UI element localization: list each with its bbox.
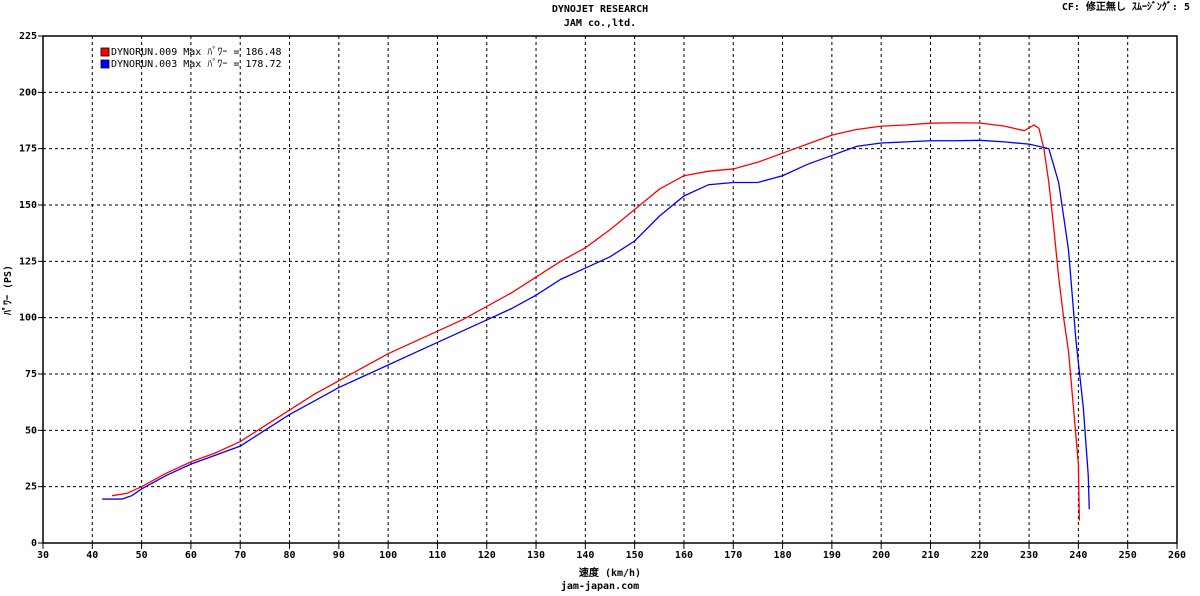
x-tick-label: 200 [872,550,890,561]
y-tick-label: 100 [19,313,37,324]
x-tick-label: 250 [1119,550,1137,561]
x-tick-label: 110 [428,550,446,561]
y-tick-label: 25 [25,482,37,493]
chart-title: DYNOJET RESEARCH [552,4,648,15]
x-tick-label: 50 [136,550,148,561]
y-tick-label: 125 [19,256,37,267]
chart-subtitle: JAM co.,ltd. [564,18,636,29]
x-tick-label: 70 [234,550,246,561]
x-tick-label: 90 [333,550,345,561]
settings: CF: 修正無し ｽﾑｰｼﾞﾝｸﾞ: 5 [1062,0,1190,13]
x-tick-label: 100 [379,550,397,561]
y-tick-label: 50 [25,425,37,436]
power-line [102,139,1090,510]
x-tick-label: 190 [823,550,841,561]
y-tick-label: 0 [31,538,37,549]
x-tick-label: 60 [185,550,197,561]
x-tick-label: 40 [86,550,98,561]
y-tick-label: 200 [19,87,37,98]
x-tick-label: 150 [626,550,644,561]
y-tick-label: 150 [19,200,37,211]
x-tick-label: 160 [675,550,693,561]
x-tick-label: 30 [37,550,49,561]
legend-swatch [100,47,110,57]
x-tick-label: 140 [576,550,594,561]
power-line [111,122,1081,521]
legend-label: DYNORUN.009 Max ﾊﾟﾜｰ = 186.48 [111,46,282,58]
x-tick-label: 130 [527,550,545,561]
y-tick-label: 75 [25,369,37,380]
x-tick-label: 230 [1020,550,1038,561]
x-tick-label: 210 [921,550,939,561]
y-tick-label: 175 [19,144,37,155]
x-tick-label: 240 [1069,550,1087,561]
plot-frame [42,35,1178,544]
x-tick-label: 170 [724,550,742,561]
footer: jam-japan.com [561,580,639,592]
legend-swatch [100,59,110,69]
x-tick-label: 120 [478,550,496,561]
x-axis-label: 速度 (km/h) [579,566,641,579]
y-axis-label: ﾊﾟﾜｰ (PS) [1,265,14,316]
x-tick-label: 220 [971,550,989,561]
x-tick-label: 260 [1168,550,1186,561]
x-tick-label: 80 [283,550,295,561]
legend-label: DYNORUN.003 Max ﾊﾟﾜｰ = 178.72 [111,58,282,70]
y-tick-label: 225 [19,31,37,42]
x-tick-label: 180 [774,550,792,561]
